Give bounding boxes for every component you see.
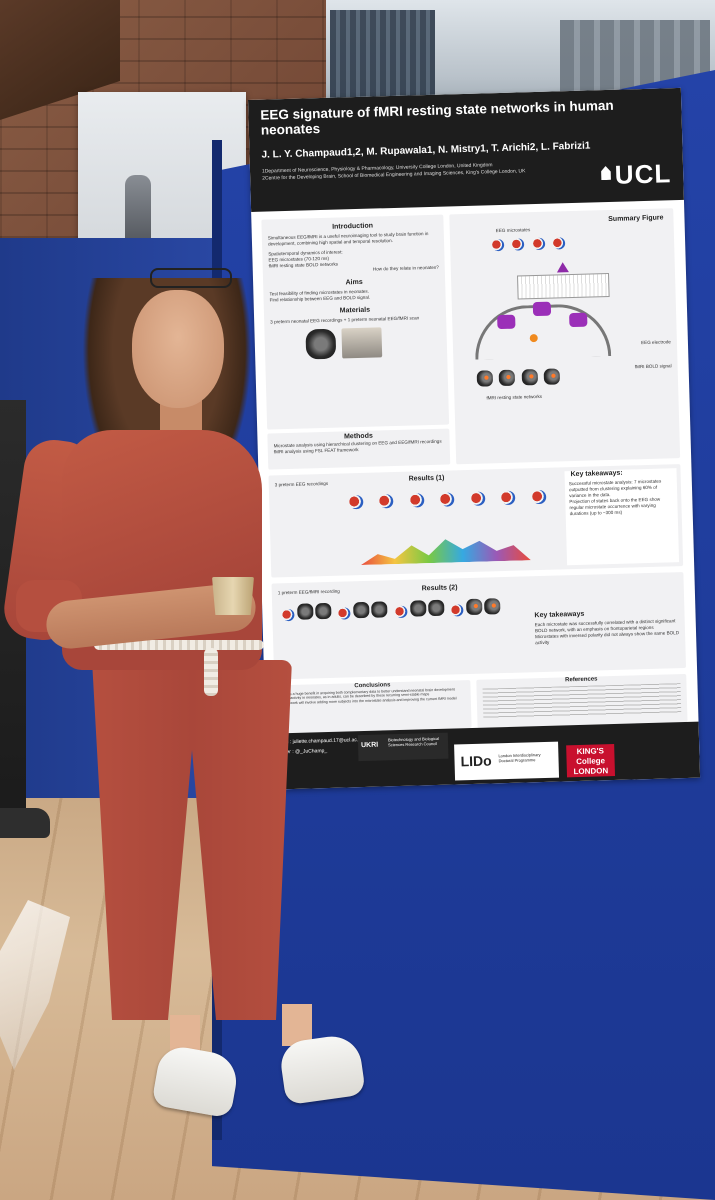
microstate-map — [440, 492, 455, 507]
fmri-scan-image — [315, 602, 332, 620]
microstate-map — [379, 494, 394, 509]
person-face — [132, 290, 224, 408]
fmri-scan-image — [409, 600, 427, 617]
references-panel: References — [476, 673, 688, 728]
fmri-scan-image — [521, 369, 538, 386]
results-1-key-text: Successful microstate analysis: 7 micros… — [565, 478, 678, 517]
summary-eeg-electrode-label: EEG electrode — [640, 339, 671, 346]
intro-text: Simultaneous EEG/fMRI is a useful neuroi… — [267, 231, 429, 247]
bbsrc-logo: UKRI Biotechnology and Biological Scienc… — [357, 732, 449, 762]
summary-figure-panel: Summary Figure EEG microstates EEG elect… — [449, 208, 681, 465]
results-1-gfp-trace — [360, 534, 531, 565]
summary-up-arrow-icon — [556, 262, 569, 273]
poster-email: Email : juliette.champaud.17@ucl.ac.uk — [275, 737, 364, 746]
fmri-scan-image — [371, 601, 388, 618]
aims-text: Test feasibility of finding microstates … — [263, 287, 445, 304]
fmri-scan-image — [499, 369, 516, 387]
fmri-scan-image — [297, 603, 314, 620]
introduction-text: Simultaneous EEG/fMRI is a useful neuroi… — [262, 231, 445, 276]
photo-figure-silhouette — [125, 175, 151, 243]
summary-microstate-maps — [490, 233, 674, 256]
lido-logo: LIDo London Interdisciplinary Doctoral P… — [454, 741, 560, 781]
rope-belt — [94, 640, 264, 650]
results-2-brain-maps — [280, 596, 531, 626]
summary-eeg-trace — [517, 272, 610, 300]
eeg-electrode-icon — [497, 314, 516, 330]
results-2-panel: 1 preterm EEG/fMRI recording Results (2)… — [271, 572, 687, 680]
microstate-map — [338, 607, 351, 620]
fmri-scan-image — [484, 598, 501, 615]
fmri-scan-image — [476, 370, 494, 387]
references-text-lines — [482, 683, 682, 719]
eeg-electrode-icon — [532, 301, 552, 317]
microstate-map — [491, 238, 505, 252]
mri-scanner-image — [305, 328, 337, 360]
microstate-map — [512, 238, 525, 251]
fmri-scan-image — [427, 599, 445, 617]
conclusions-panel: Conclusions There is a huge benefit in a… — [274, 680, 472, 734]
introduction-panel: Introduction Simultaneous EEG/fMRI is a … — [261, 214, 450, 430]
fmri-scan-image — [543, 368, 561, 385]
lido-logo-full: London Interdisciplinary Doctoral Progra… — [498, 752, 541, 764]
microstate-map — [451, 604, 464, 617]
lido-logo-text: LIDo — [460, 752, 492, 770]
summary-head-diagram — [473, 301, 612, 360]
microstate-map — [282, 608, 295, 622]
microstate-map — [553, 237, 566, 250]
kings-college-logo: KING'S College LONDON — [566, 744, 616, 778]
poster-authors: J. L. Y. Champaud1,2, M. Rupawala1, N. M… — [261, 140, 591, 161]
research-poster: EEG signature of fMRI resting state netw… — [248, 87, 701, 790]
results-2-key-takeaways: Key takeaways Each microstate was succes… — [534, 584, 682, 668]
bbsrc-logo-short: UKRI — [360, 741, 379, 750]
results-2-heading: Results (2) — [421, 584, 458, 593]
results-1-key-heading: Key takeaways: — [570, 469, 623, 479]
summary-fmri-bold-label: fMRI BOLD signal — [634, 363, 672, 370]
poster-header: EEG signature of fMRI resting state netw… — [248, 87, 684, 212]
microstate-map — [531, 489, 547, 505]
rope-belt-tie — [204, 648, 218, 696]
results-1-heading: Results (1) — [408, 474, 445, 483]
methods-panel: Methods Microstate analysis using hierar… — [267, 428, 451, 470]
microstate-map — [409, 493, 425, 508]
results-2-key-heading: Key takeaways — [534, 610, 585, 620]
fmri-scan-image — [353, 601, 370, 619]
paper-cup — [212, 577, 254, 615]
microstate-map — [349, 494, 364, 510]
neonate-eeg-image — [341, 327, 383, 359]
results-1-label: 3 preterm EEG recordings — [274, 480, 329, 488]
microstate-map — [532, 237, 546, 251]
results-1-key-takeaways: Key takeaways: Successful microstate ana… — [564, 468, 680, 566]
materials-text: 3 preterm neonatal EEG recordings + 1 pr… — [270, 315, 420, 325]
ucl-logo: UCL — [614, 158, 672, 190]
bold-signal-dot-icon — [529, 334, 538, 343]
microstate-map — [501, 490, 516, 506]
results-1-panel: 3 preterm EEG recordings Results (1) Key… — [268, 464, 684, 578]
results-1-microstate-maps — [343, 489, 552, 515]
background-person-shoe — [0, 808, 50, 838]
results-2-label: 1 preterm EEG/fMRI recording — [277, 588, 340, 596]
bbsrc-logo-text: Biotechnology and Biological Sciences Re… — [387, 735, 440, 748]
sunglasses-on-head-icon — [150, 268, 232, 288]
poster-title: EEG signature of fMRI resting state netw… — [260, 97, 614, 138]
microstate-map — [395, 605, 408, 619]
fmri-scan-image — [466, 598, 483, 616]
results-1-takeaway-2: Projection of states back onto the EEG s… — [569, 496, 661, 517]
eeg-electrode-icon — [569, 312, 588, 328]
microstate-map — [470, 491, 486, 506]
results-2-key-text: Each microstate was successfully correla… — [535, 618, 682, 646]
materials-images — [304, 325, 447, 366]
